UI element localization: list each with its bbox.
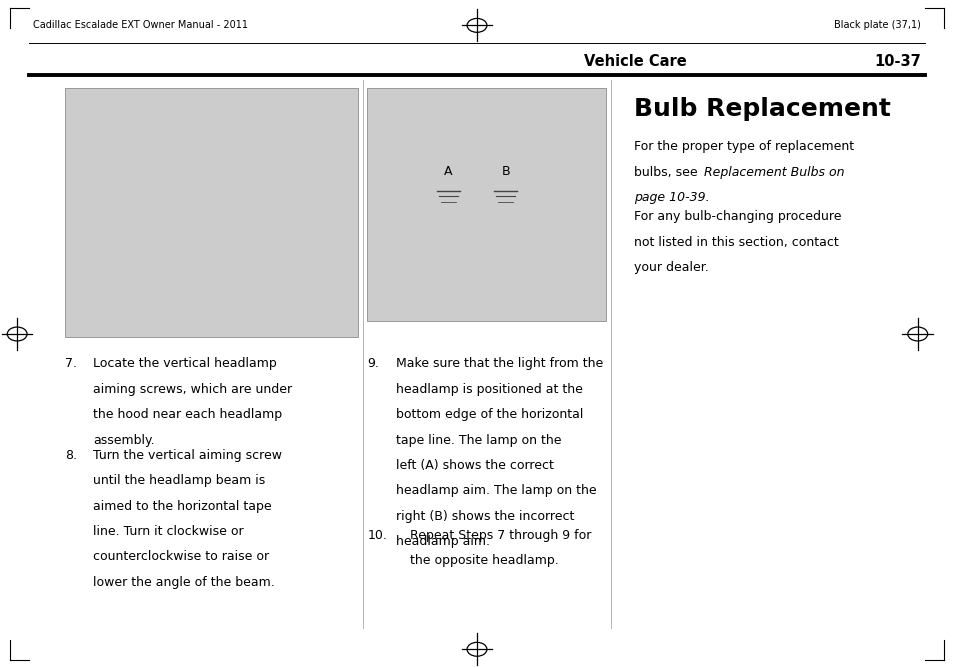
Text: your dealer.: your dealer. xyxy=(634,261,708,274)
Text: until the headlamp beam is: until the headlamp beam is xyxy=(93,474,266,487)
Text: Bulb Replacement: Bulb Replacement xyxy=(634,97,890,121)
Text: headlamp is positioned at the: headlamp is positioned at the xyxy=(395,383,582,395)
Text: 8.: 8. xyxy=(65,449,77,462)
Text: right (B) shows the incorrect: right (B) shows the incorrect xyxy=(395,510,574,522)
Text: page 10-39.: page 10-39. xyxy=(634,191,709,204)
Text: assembly.: assembly. xyxy=(93,434,155,446)
Text: lower the angle of the beam.: lower the angle of the beam. xyxy=(93,576,275,589)
Text: aimed to the horizontal tape: aimed to the horizontal tape xyxy=(93,500,272,512)
Text: 9.: 9. xyxy=(367,357,378,370)
Text: Locate the vertical headlamp: Locate the vertical headlamp xyxy=(93,357,277,370)
Text: the opposite headlamp.: the opposite headlamp. xyxy=(410,554,558,567)
Text: Repeat Steps 7 through 9 for: Repeat Steps 7 through 9 for xyxy=(410,529,591,542)
Text: Make sure that the light from the: Make sure that the light from the xyxy=(395,357,602,370)
Text: Replacement Bulbs on: Replacement Bulbs on xyxy=(703,166,843,178)
Text: Vehicle Care: Vehicle Care xyxy=(583,54,686,69)
Text: counterclockwise to raise or: counterclockwise to raise or xyxy=(93,550,270,563)
Text: 10-37: 10-37 xyxy=(873,54,920,69)
Text: bottom edge of the horizontal: bottom edge of the horizontal xyxy=(395,408,582,421)
Bar xyxy=(367,88,605,321)
Text: 10.: 10. xyxy=(367,529,387,542)
Text: For any bulb-changing procedure: For any bulb-changing procedure xyxy=(634,210,841,223)
Text: aiming screws, which are under: aiming screws, which are under xyxy=(93,383,293,395)
Text: headlamp aim. The lamp on the: headlamp aim. The lamp on the xyxy=(395,484,596,497)
Text: Cadillac Escalade EXT Owner Manual - 2011: Cadillac Escalade EXT Owner Manual - 201… xyxy=(33,21,248,30)
Text: the hood near each headlamp: the hood near each headlamp xyxy=(93,408,282,421)
Text: headlamp aim.: headlamp aim. xyxy=(395,535,490,548)
Bar xyxy=(65,88,357,337)
Text: Turn the vertical aiming screw: Turn the vertical aiming screw xyxy=(93,449,282,462)
Text: 7.: 7. xyxy=(65,357,77,370)
Text: tape line. The lamp on the: tape line. The lamp on the xyxy=(395,434,560,446)
Text: not listed in this section, contact: not listed in this section, contact xyxy=(634,236,839,248)
Text: A: A xyxy=(444,164,452,178)
Text: line. Turn it clockwise or: line. Turn it clockwise or xyxy=(93,525,244,538)
Text: For the proper type of replacement: For the proper type of replacement xyxy=(634,140,854,153)
Text: left (A) shows the correct: left (A) shows the correct xyxy=(395,459,553,472)
Text: Black plate (37,1): Black plate (37,1) xyxy=(833,21,920,30)
Text: bulbs, see: bulbs, see xyxy=(634,166,701,178)
Text: B: B xyxy=(500,164,510,178)
